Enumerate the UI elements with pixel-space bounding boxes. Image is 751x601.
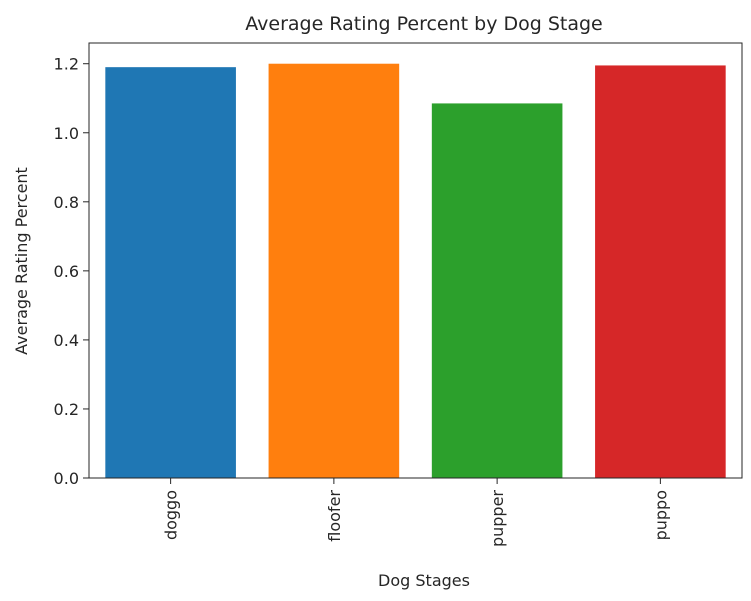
bar-doggo bbox=[105, 67, 236, 479]
axes-spines bbox=[88, 42, 743, 479]
bar-pupper bbox=[431, 103, 563, 479]
y-tick-label: 0.2 bbox=[54, 400, 79, 419]
x-tick-label-pupper: pupper bbox=[488, 490, 507, 547]
y-tick-label: 0.4 bbox=[54, 331, 79, 350]
y-tick-label: 0.0 bbox=[54, 469, 79, 488]
y-tick-label: 1.2 bbox=[54, 55, 79, 74]
axes-frame bbox=[88, 42, 743, 479]
y-axis-label: Average Rating Percent bbox=[12, 167, 31, 355]
x-axis-label: Dog Stages bbox=[378, 571, 470, 590]
x-tick-label-puppo: puppo bbox=[651, 490, 670, 540]
y-tick-label: 1.0 bbox=[54, 124, 79, 143]
x-tick-label-doggo: doggo bbox=[162, 490, 181, 540]
y-axis-ticks: 0.0 0.2 0.4 0.6 0.8 1.0 1.2 bbox=[54, 55, 89, 488]
x-axis-ticks: doggo floofer pupper puppo bbox=[162, 478, 670, 547]
bar-floofer bbox=[268, 63, 400, 478]
bars-group bbox=[105, 63, 726, 479]
y-tick-label: 0.6 bbox=[54, 262, 79, 281]
chart-title: Average Rating Percent by Dog Stage bbox=[245, 13, 603, 35]
x-tick-label-floofer: floofer bbox=[325, 490, 344, 542]
bar-puppo bbox=[595, 65, 726, 478]
y-tick-label: 0.8 bbox=[54, 193, 79, 212]
